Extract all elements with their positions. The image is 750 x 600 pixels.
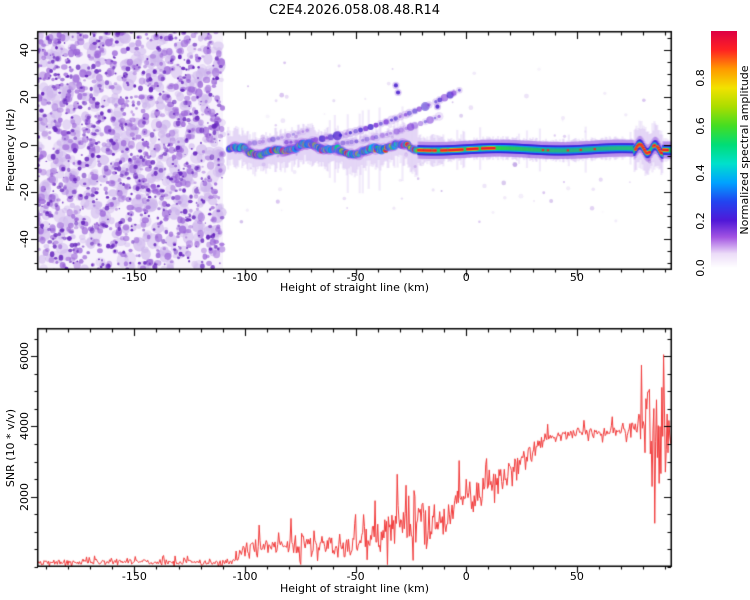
x-tick-label: 50 (569, 570, 584, 583)
colorbar-tick-label: 0.8 (694, 69, 707, 88)
snr-y-axis-label: SNR (10 * v/v) (4, 408, 17, 488)
x-tick-label: 50 (569, 271, 584, 284)
spectrogram-canvas (27, 30, 676, 278)
x-tick-label: -150 (121, 271, 147, 284)
colorbar (711, 31, 737, 268)
y-tick-label: 40 (18, 42, 31, 57)
snr-x-axis-label: Height of straight line (km) (279, 582, 430, 595)
snr-canvas (27, 327, 676, 575)
y-tick-label: 4000 (18, 412, 31, 441)
x-tick-label: -50 (346, 570, 365, 583)
x-tick-label: 0 (462, 271, 470, 284)
y-tick-label: -20 (18, 182, 31, 201)
y-tick-label: 6000 (18, 342, 31, 371)
spectrogram-y-axis-label: Frequency (Hz) (4, 108, 17, 192)
colorbar-tick-label: 0.0 (694, 259, 707, 277)
colorbar-tick-label: 0.4 (694, 164, 707, 182)
x-tick-label: 0 (462, 570, 470, 583)
x-tick-label: -50 (346, 271, 365, 284)
colorbar-gradient (711, 31, 737, 268)
y-tick-label: -40 (18, 230, 31, 249)
y-tick-label: 20 (18, 90, 31, 105)
x-tick-label: -100 (232, 570, 258, 583)
colorbar-label: Normalized spectral amplitude (738, 65, 750, 235)
main-title: C2E4.2026.058.08.48.R14 (268, 3, 441, 18)
x-tick-label: -100 (232, 271, 258, 284)
y-tick-label: 2000 (18, 482, 31, 511)
colorbar-tick-label: 0.6 (694, 117, 707, 135)
spectrogram-x-axis-label: Height of straight line (km) (279, 281, 430, 294)
y-tick-label: 0 (18, 141, 31, 149)
x-tick-label: -150 (121, 570, 147, 583)
colorbar-tick-label: 0.2 (694, 211, 707, 230)
